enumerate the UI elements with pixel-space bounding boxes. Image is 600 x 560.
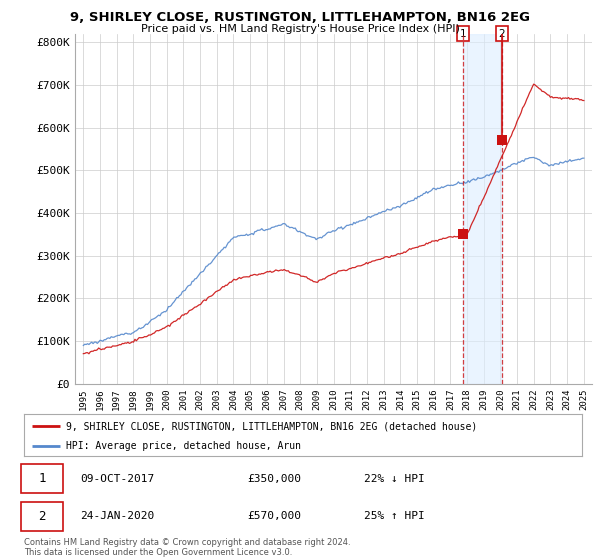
Bar	[463, 34, 502, 384]
Text: 2: 2	[498, 29, 505, 39]
Text: 25% ↑ HPI: 25% ↑ HPI	[364, 511, 425, 521]
Text: 9, SHIRLEY CLOSE, RUSTINGTON, LITTLEHAMPTON, BN16 2EG: 9, SHIRLEY CLOSE, RUSTINGTON, LITTLEHAMP…	[70, 11, 530, 24]
Text: 9, SHIRLEY CLOSE, RUSTINGTON, LITTLEHAMPTON, BN16 2EG (detached house): 9, SHIRLEY CLOSE, RUSTINGTON, LITTLEHAMP…	[66, 421, 477, 431]
FancyBboxPatch shape	[21, 464, 63, 493]
Text: 2: 2	[38, 510, 46, 523]
Text: 1: 1	[460, 29, 467, 39]
Text: £570,000: £570,000	[247, 511, 301, 521]
Text: 22% ↓ HPI: 22% ↓ HPI	[364, 474, 425, 484]
FancyBboxPatch shape	[21, 502, 63, 531]
Text: £350,000: £350,000	[247, 474, 301, 484]
Text: 1: 1	[38, 472, 46, 486]
Text: Contains HM Land Registry data © Crown copyright and database right 2024.
This d: Contains HM Land Registry data © Crown c…	[24, 538, 350, 557]
Text: 09-OCT-2017: 09-OCT-2017	[80, 474, 154, 484]
Text: 24-JAN-2020: 24-JAN-2020	[80, 511, 154, 521]
Text: HPI: Average price, detached house, Arun: HPI: Average price, detached house, Arun	[66, 441, 301, 451]
Text: Price paid vs. HM Land Registry's House Price Index (HPI): Price paid vs. HM Land Registry's House …	[140, 24, 460, 34]
